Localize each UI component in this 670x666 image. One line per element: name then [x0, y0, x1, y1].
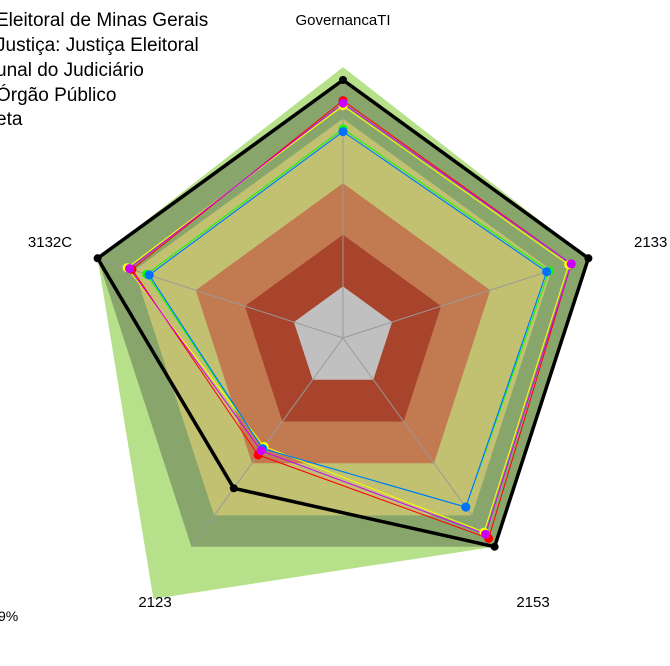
series-4-point-2 — [461, 502, 471, 512]
legend-line-1: Eleitoral de Minas Gerais — [0, 10, 208, 31]
axis-label-2123: 2123 — [138, 594, 171, 611]
axis-label-2133: 2133 — [634, 234, 667, 251]
points-layer — [93, 76, 593, 551]
spoke-4 — [97, 257, 344, 339]
series-line-4 — [148, 130, 548, 508]
reference-point-4 — [93, 254, 102, 263]
series-line-5 — [128, 102, 572, 535]
reference-point-2 — [490, 542, 499, 551]
legend-line-5: eta — [0, 109, 23, 130]
series-4-point-0 — [338, 127, 348, 137]
legend-line-3: unal do Judiciário — [0, 60, 144, 81]
reference-line — [95, 77, 591, 549]
axis-label-2153: 2153 — [516, 594, 549, 611]
reference-point-3 — [229, 484, 238, 493]
series-5-point-3 — [256, 446, 266, 456]
spoke-3 — [190, 337, 344, 547]
legend-line-4: Órgão Público — [0, 84, 116, 106]
legend: Eleitoral de Minas Gerais Justiça: Justi… — [0, 10, 208, 130]
percent-label: 9% — [0, 608, 18, 624]
series-line-1 — [126, 105, 570, 533]
series-5-point-1 — [566, 259, 576, 269]
axis-label-3132c: 3132C — [28, 234, 72, 251]
series-5-point-0 — [338, 98, 348, 108]
series-4-point-4 — [144, 270, 154, 280]
axis-labels: GovernancaTI 2133 2153 2123 3132C — [28, 12, 667, 611]
series-5-point-4 — [125, 264, 134, 274]
axis-label-governancati: GovernancaTI — [295, 12, 390, 29]
series-4-point-1 — [542, 267, 552, 277]
reference-layer — [95, 77, 591, 549]
series-5-point-2 — [481, 529, 490, 539]
series-layer — [126, 99, 572, 540]
legend-line-2: Justiça: Justiça Eleitoral — [0, 35, 199, 56]
reference-point-0 — [339, 76, 347, 84]
spoke-2 — [342, 337, 496, 547]
reference-point-1 — [584, 254, 593, 263]
